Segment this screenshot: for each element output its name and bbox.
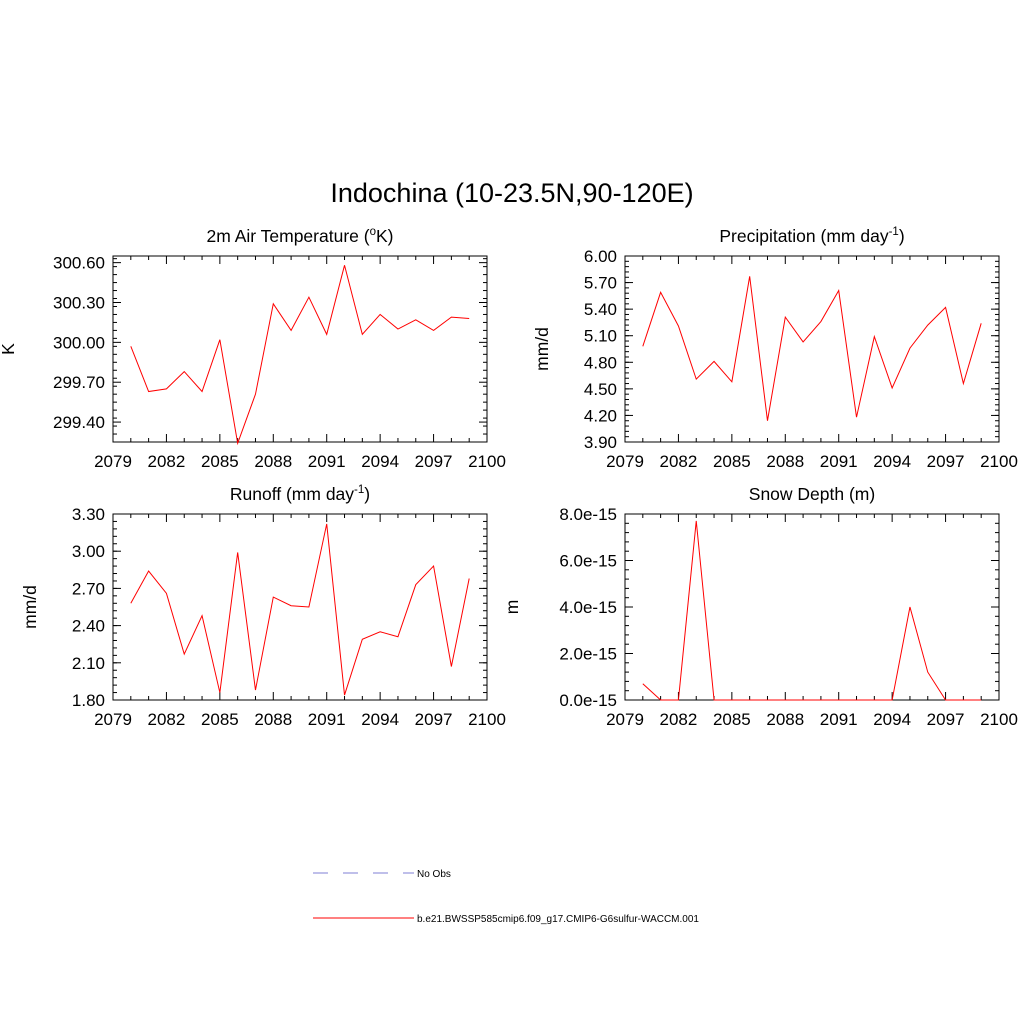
x-tick-label: 2085 — [201, 452, 239, 471]
series-line — [642, 520, 982, 701]
series-line — [130, 523, 470, 696]
y-tick-label: 5.40 — [584, 300, 617, 319]
panel-title-suffix: ) — [899, 226, 905, 246]
y-tick-label: 299.70 — [53, 373, 105, 392]
panel-title-superscript: -1 — [354, 484, 364, 496]
y-tick-label: 3.90 — [584, 433, 617, 452]
panel-title: Precipitation (mm day-1) — [719, 226, 904, 246]
chart-panels: 2m Air Temperature (oK) K 2079 2082 2085 2088… — [0, 226, 1018, 729]
x-tick-label: 2082 — [660, 452, 698, 471]
x-tick-label: 2085 — [713, 710, 751, 729]
panel-title: Runoff (mm day-1) — [230, 484, 370, 504]
y-tick-label: 2.70 — [72, 579, 105, 598]
y-tick-label: 2.40 — [72, 617, 105, 636]
y-tick-label: 6.00 — [584, 247, 617, 266]
chart-panel-3: Runoff (mm day-1) mm/d 2079 2082 2085 2088 209… — [20, 484, 506, 729]
y-tick-label: 5.10 — [584, 327, 617, 346]
y-tick-label: 2.10 — [72, 654, 105, 673]
x-tick-label: 2088 — [254, 452, 292, 471]
x-tick-label: 2097 — [415, 452, 453, 471]
y-tick-label: 4.50 — [584, 380, 617, 399]
x-tick-label: 2094 — [873, 452, 911, 471]
y-tick-label: 3.00 — [72, 542, 105, 561]
x-tick-label: 2091 — [820, 452, 858, 471]
x-tick-label: 2100 — [468, 710, 506, 729]
x-tick-label: 2082 — [148, 452, 186, 471]
y-tick-label: 5.70 — [584, 274, 617, 293]
figure-title: Indochina (10-23.5N,90-120E) — [330, 178, 693, 208]
x-tick-label: 2097 — [927, 710, 965, 729]
x-tick-label: 2082 — [148, 710, 186, 729]
y-tick-label: 4.0e-15 — [559, 598, 617, 617]
panel-title-main: Snow Depth (m) — [749, 484, 875, 504]
x-tick-label: 2097 — [927, 452, 965, 471]
y-tick-label: 300.00 — [53, 333, 105, 352]
y-axis-label: m — [502, 600, 522, 615]
x-tick-label: 2094 — [361, 452, 399, 471]
y-axis-label: mm/d — [532, 327, 552, 371]
x-tick-label: 2091 — [820, 710, 858, 729]
chart-panel-2: Precipitation (mm day-1) mm/d 2079 2082 2085… — [532, 226, 1018, 471]
x-tick-label: 2088 — [254, 710, 292, 729]
legend-label-model: b.e21.BWSSP585cmip6.f09_g17.CMIP6-G6sulf… — [417, 914, 699, 925]
y-tick-label: 4.20 — [584, 406, 617, 425]
panel-title-superscript: -1 — [889, 226, 899, 238]
y-tick-label: 300.60 — [53, 254, 105, 273]
plot-frame — [624, 255, 1000, 443]
panel-title-main: 2m Air Temperature ( — [207, 226, 370, 246]
legend-label-no-obs: No Obs — [417, 869, 451, 880]
x-tick-label: 2091 — [308, 710, 346, 729]
y-tick-label: 300.30 — [53, 294, 105, 313]
chart-panel-4: Snow Depth (m) m 2079 2082 2085 2088 2091 2094 2… — [502, 484, 1018, 729]
y-tick-label: 2.0e-15 — [559, 645, 617, 664]
x-tick-label: 2082 — [660, 710, 698, 729]
y-tick-label: 8.0e-15 — [559, 505, 617, 524]
x-tick-label: 2097 — [415, 710, 453, 729]
x-tick-label: 2079 — [94, 452, 132, 471]
x-tick-label: 2085 — [201, 710, 239, 729]
x-tick-label: 2094 — [873, 710, 911, 729]
legend: No Obs b.e21.BWSSP585cmip6.f09_g17.CMIP6-… — [313, 869, 699, 925]
panel-title: 2m Air Temperature (oK) — [207, 226, 394, 246]
x-tick-label: 2079 — [606, 710, 644, 729]
y-axis-label: K — [0, 343, 18, 355]
y-tick-label: 4.80 — [584, 353, 617, 372]
y-tick-label: 299.40 — [53, 413, 105, 432]
x-tick-label: 2079 — [94, 710, 132, 729]
series-line — [642, 276, 982, 421]
chart-panel-1: 2m Air Temperature (oK) K 2079 2082 2085 2088… — [0, 226, 506, 471]
panel-title-suffix: ) — [364, 484, 370, 504]
x-tick-label: 2079 — [606, 452, 644, 471]
x-tick-label: 2088 — [766, 452, 804, 471]
panel-title-suffix: K) — [376, 226, 394, 246]
panel-title-main: Runoff (mm day — [230, 484, 354, 504]
y-tick-label: 3.30 — [72, 505, 105, 524]
x-tick-label: 2094 — [361, 710, 399, 729]
panel-title-main: Precipitation (mm day — [719, 226, 888, 246]
x-tick-label: 2088 — [766, 710, 804, 729]
plot-frame — [112, 255, 488, 443]
y-tick-label: 6.0e-15 — [559, 552, 617, 571]
x-tick-label: 2100 — [980, 452, 1018, 471]
panel-title: Snow Depth (m) — [749, 484, 875, 504]
x-tick-label: 2091 — [308, 452, 346, 471]
y-tick-label: 1.80 — [72, 691, 105, 710]
panel-title-superscript: o — [370, 226, 376, 238]
x-tick-label: 2085 — [713, 452, 751, 471]
series-line — [130, 265, 470, 446]
x-tick-label: 2100 — [980, 710, 1018, 729]
x-tick-label: 2100 — [468, 452, 506, 471]
y-tick-label: 0.0e-15 — [559, 691, 617, 710]
plot-frame — [112, 513, 488, 701]
y-axis-label: mm/d — [20, 585, 40, 629]
